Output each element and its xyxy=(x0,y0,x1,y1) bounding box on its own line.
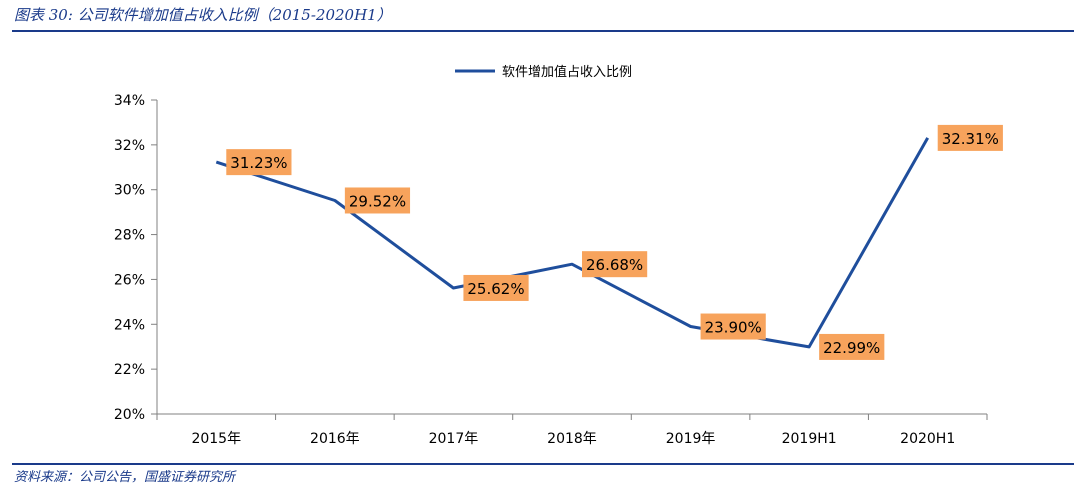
x-tick-label: 2018年 xyxy=(547,431,597,447)
y-tick-label: 22% xyxy=(114,362,145,378)
x-axis: 2015年 2016年 2017年 2018年 2019年 2019H1 2020H1 xyxy=(156,413,988,447)
title-rule xyxy=(12,30,1074,32)
data-label: 29.52% xyxy=(344,187,411,214)
x-tick-label: 2017年 xyxy=(429,431,479,447)
data-label: 32.31% xyxy=(937,124,1003,151)
data-label: 26.68% xyxy=(582,251,648,278)
figure-title: 图表 30: 公司软件增加值占收入比例（2015-2020H1） xyxy=(14,6,392,24)
data-label-text: 23.90% xyxy=(705,319,762,337)
data-label-box xyxy=(700,313,766,340)
data-label: 31.23% xyxy=(226,149,292,176)
y-tick-label: 20% xyxy=(114,407,145,423)
x-tick-label: 2019H1 xyxy=(782,431,837,447)
y-tick-label: 34% xyxy=(114,93,145,109)
data-label-text: 25.62% xyxy=(467,280,524,298)
data-label-text: 22.99% xyxy=(823,339,880,357)
y-axis: 20% 22% 24% 26% 28% 30% 32% 34% xyxy=(114,93,158,423)
y-tick-label: 26% xyxy=(114,272,145,288)
figure-source: 资料来源：公司公告，国盛证券研究所 xyxy=(14,470,236,485)
y-tick-label: 28% xyxy=(114,228,145,244)
legend-label: 软件增加值占收入比例 xyxy=(502,64,632,80)
data-label-box xyxy=(463,274,529,301)
data-label-box xyxy=(819,333,885,360)
data-label-text: 26.68% xyxy=(586,256,643,274)
data-label: 25.62% xyxy=(463,274,529,301)
x-tick-label: 2020H1 xyxy=(900,431,955,447)
data-label-text: 29.52% xyxy=(349,192,406,210)
data-label-text: 32.31% xyxy=(942,130,999,148)
x-tick-label: 2016年 xyxy=(310,431,360,447)
legend: 软件增加值占收入比例 xyxy=(455,64,632,80)
series-group: 31.23% 29.52% 25.62% 26.68% 23.90% 22.99% 32.3… xyxy=(215,124,1003,360)
series-line xyxy=(215,137,930,349)
y-tick-label: 24% xyxy=(114,317,145,333)
source-rule xyxy=(12,463,1074,465)
x-tick-label: 2015年 xyxy=(191,431,241,447)
data-label-box xyxy=(582,251,648,278)
x-tick-label: 2019年 xyxy=(666,431,716,447)
y-tick-label: 32% xyxy=(114,138,145,154)
data-label: 23.90% xyxy=(700,313,766,340)
data-label-text: 31.23% xyxy=(230,154,287,172)
data-label-box xyxy=(937,124,1003,151)
y-tick-label: 30% xyxy=(114,183,145,199)
data-label-box xyxy=(344,187,411,214)
data-label-box xyxy=(226,149,292,176)
data-label: 22.99% xyxy=(819,333,885,360)
